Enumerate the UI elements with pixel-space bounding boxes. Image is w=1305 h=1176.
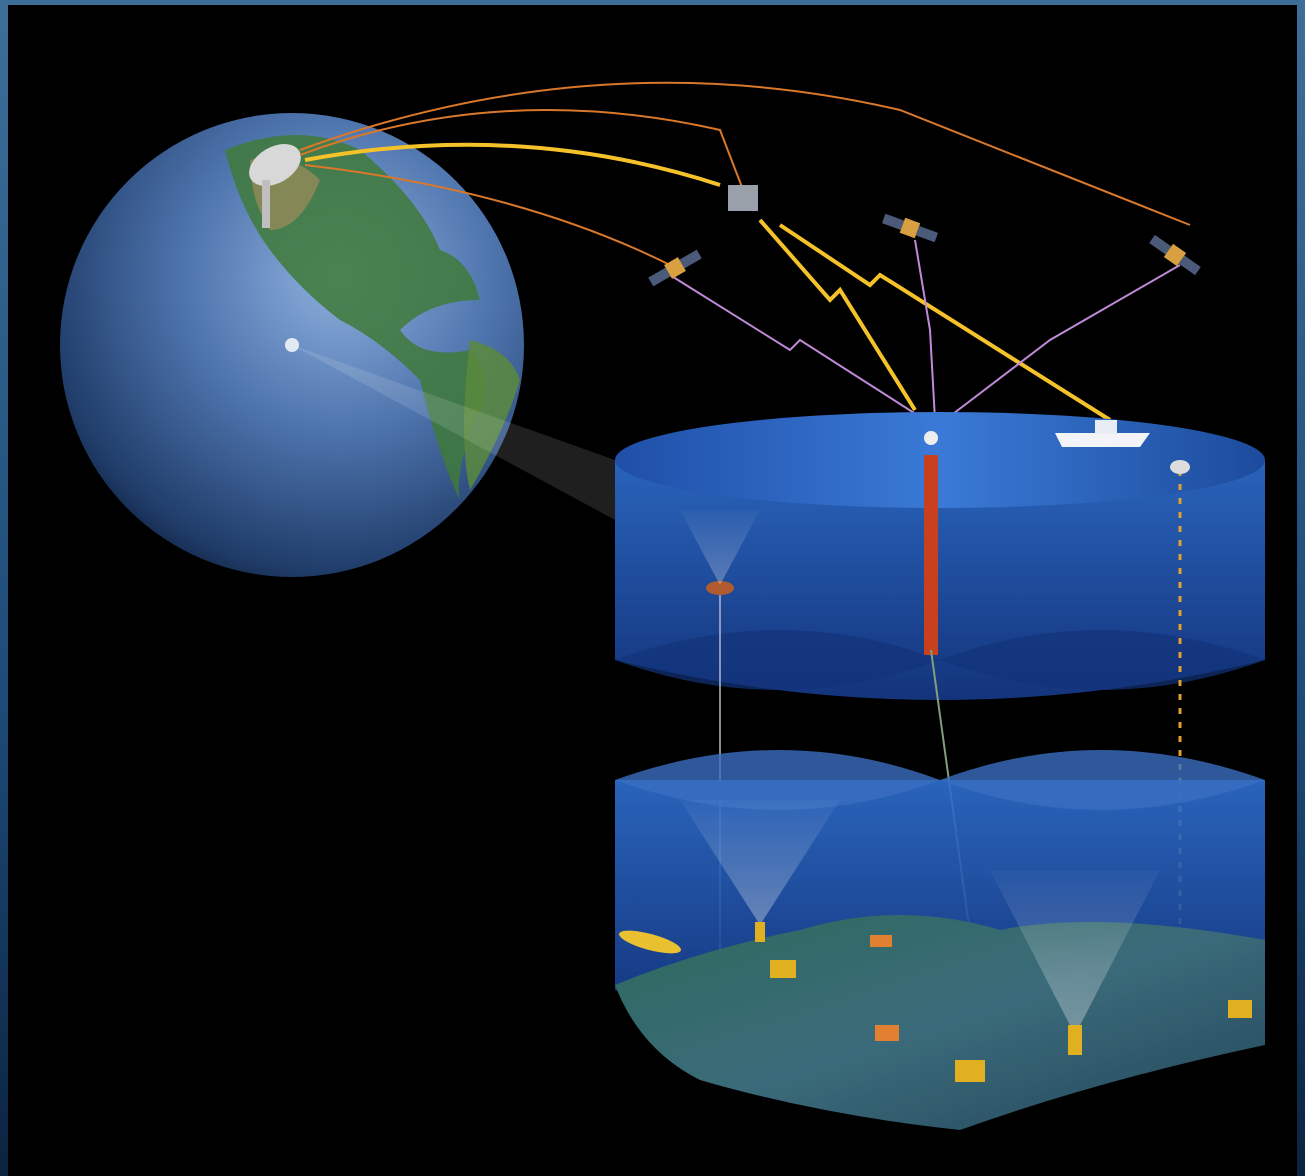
satellite: [648, 249, 702, 287]
links: [299, 81, 1191, 422]
subsurface-float: [706, 581, 734, 595]
surface-buoy: [1170, 460, 1190, 474]
continent: [225, 135, 485, 500]
link: [299, 109, 746, 196]
junction-box: [1228, 1000, 1252, 1018]
link: [669, 274, 926, 421]
ship-cabin: [1095, 420, 1117, 434]
junction-box: [870, 935, 892, 947]
buoy-beacon: [924, 431, 938, 445]
satellite: [881, 213, 939, 243]
seafloor-instrument: [755, 922, 765, 942]
seafloor-instrument: [1068, 1025, 1082, 1055]
sonar-beam: [990, 870, 1160, 1035]
junction-box: [875, 1025, 899, 1041]
satellite-dish: [249, 144, 301, 186]
layer-interface: [615, 750, 1265, 810]
projection: [292, 345, 615, 520]
sonar-beam: [680, 800, 840, 925]
link: [778, 223, 1112, 422]
link: [304, 164, 671, 266]
satellite: [1149, 234, 1201, 276]
layer-interface: [615, 630, 1265, 690]
satellites: [648, 185, 1201, 287]
link: [944, 264, 1181, 421]
link: [758, 218, 917, 412]
ship: [1055, 433, 1150, 447]
junction-box: [770, 960, 796, 978]
link: [304, 142, 721, 187]
link: [299, 81, 1191, 226]
satellite: [728, 185, 758, 211]
link: [914, 239, 936, 421]
dish-stand: [262, 180, 270, 228]
junction-box: [955, 1060, 985, 1082]
sea-surface: [615, 412, 1265, 508]
projection-point: [285, 338, 299, 352]
glider: [619, 930, 681, 954]
continent: [464, 340, 520, 490]
sonar-beam: [680, 510, 760, 585]
spar-buoy: [924, 455, 938, 655]
